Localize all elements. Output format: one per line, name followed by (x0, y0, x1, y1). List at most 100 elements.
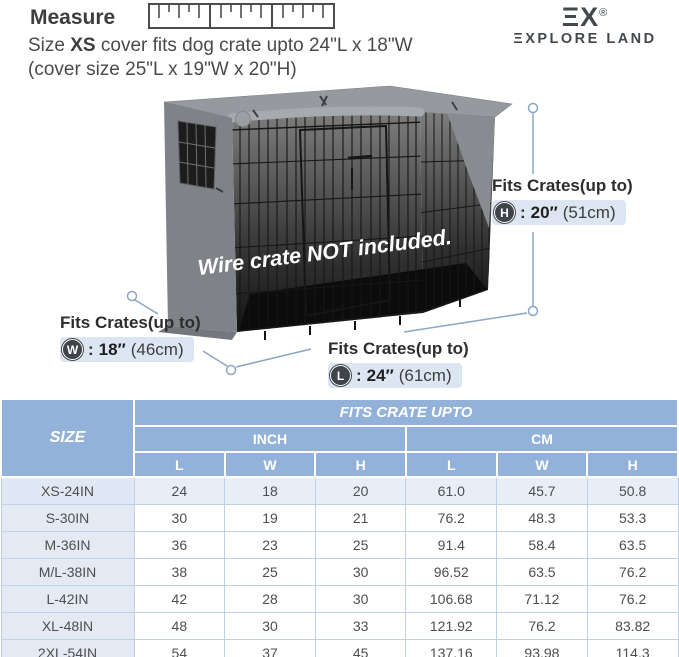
table-row: 2XL-54IN 54 37 45 137.16 93.98 114.3 (0, 639, 679, 657)
value-cell: 137.16 (405, 639, 498, 657)
value-cell: 30 (314, 585, 407, 613)
table-title: FITS CRATE UPTO (133, 398, 679, 427)
value-cell: 53.3 (586, 504, 679, 532)
value-cell: 54 (133, 639, 226, 657)
cover-drape (446, 110, 495, 228)
value-cell: 93.98 (496, 639, 588, 657)
size-description: Size XS cover fits dog crate upto 24"L x… (28, 34, 413, 82)
callout-length-label: Fits Crates(up to) (328, 339, 469, 358)
value-cell: 114.3 (586, 639, 679, 657)
value-cell: 30 (133, 504, 226, 532)
cover-rolled-edge (227, 106, 425, 123)
crate-floor-pan (239, 263, 487, 330)
value-cell: 21 (314, 504, 407, 532)
width-badge-icon: W (62, 339, 83, 360)
length-badge-icon: L (330, 365, 351, 386)
size-cell: M-36IN (0, 531, 135, 559)
table-row: S-30IN 30 19 21 76.2 48.3 53.3 (0, 504, 679, 532)
dim-header: W (495, 451, 589, 478)
crate-illustration (126, 85, 539, 376)
value-cell: 42 (133, 585, 226, 613)
dim-header: W (223, 451, 317, 478)
value-cell: 61.0 (405, 476, 498, 505)
value-cell: 76.2 (586, 585, 679, 613)
size-description-line2: (cover size 25"L x 19"W x 20"H) (28, 59, 297, 80)
callout-width-measure: W : 18″ (46cm) (60, 337, 194, 362)
value-cell: 76.2 (405, 504, 498, 532)
value-cell: 48.3 (496, 504, 588, 532)
dim-header: L (133, 451, 226, 478)
value-cell: 25 (224, 558, 316, 586)
value-cell: 30 (314, 558, 407, 586)
value-cell: 19 (224, 504, 316, 532)
size-cell: S-30IN (0, 504, 135, 532)
callout-height-label: Fits Crates(up to) (492, 176, 633, 195)
value-cell: 24 (133, 476, 226, 505)
size-cell: 2XL-54IN (0, 639, 135, 657)
wire-grid-front (232, 112, 423, 332)
table-row: L-42IN 42 28 30 106.68 71.12 76.2 (0, 585, 679, 613)
callout-width: Fits Crates(up to) W : 18″ (46cm) (60, 313, 201, 362)
callout-length-measure: L : 24″ (61cm) (328, 363, 462, 388)
dimension-leaders (126, 102, 539, 376)
measure-heading: Measure (30, 6, 116, 29)
value-cell: 71.12 (496, 585, 588, 613)
brand-mark: ΞX® (561, 2, 609, 32)
unit-header-inch: INCH (133, 425, 407, 453)
crate-feet (264, 298, 461, 340)
ruler-icon (148, 3, 335, 29)
size-cell: M/L-38IN (0, 558, 135, 586)
value-cell: 25 (314, 531, 407, 559)
height-badge-icon: H (494, 202, 515, 223)
value-cell: 96.52 (405, 558, 498, 586)
cover-ties (215, 95, 458, 193)
dim-header: L (404, 451, 498, 478)
unit-header-cm: CM (404, 425, 679, 453)
size-column-header: SIZE (0, 398, 135, 478)
value-cell: 83.82 (586, 612, 679, 640)
value-cell: 50.8 (586, 476, 679, 505)
value-cell: 91.4 (405, 531, 498, 559)
table-row: M-36IN 36 23 25 91.4 58.4 63.5 (0, 531, 679, 559)
value-cell: 20 (314, 476, 407, 505)
value-cell: 121.92 (405, 612, 498, 640)
value-cell: 58.4 (496, 531, 588, 559)
callout-width-label: Fits Crates(up to) (60, 313, 201, 332)
value-cell: 76.2 (586, 558, 679, 586)
value-cell: 36 (133, 531, 226, 559)
value-cell: 38 (133, 558, 226, 586)
size-cell: XS-24IN (0, 476, 135, 505)
cover-left-skirt (158, 326, 237, 340)
table-row: M/L-38IN 38 25 30 96.52 63.5 76.2 (0, 558, 679, 586)
value-cell: 45 (314, 639, 407, 657)
value-cell: 37 (224, 639, 316, 657)
size-cell: XL-48IN (0, 612, 135, 640)
value-cell: 18 (224, 476, 316, 505)
brand-name: ΞXPLORE LAND (513, 31, 657, 48)
table-row: XS-24IN 24 18 20 61.0 45.7 50.8 (0, 476, 679, 505)
cover-window (177, 120, 217, 190)
size-chart-table: SIZE FITS CRATE UPTO INCH CM L W H L W H… (0, 398, 679, 657)
crate-door (298, 124, 392, 318)
value-cell: 106.68 (405, 585, 498, 613)
value-cell: 30 (224, 612, 316, 640)
value-cell: 33 (314, 612, 407, 640)
size-cell: L-42IN (0, 585, 135, 613)
registered-icon: ® (599, 7, 609, 19)
dim-header: H (314, 451, 407, 478)
brand-logo: ΞX® ΞXPLORE LAND (503, 3, 667, 48)
size-description-line1: Size XS cover fits dog crate upto 24"L x… (28, 35, 413, 56)
value-cell: 45.7 (496, 476, 588, 505)
value-cell: 48 (133, 612, 226, 640)
callout-length: Fits Crates(up to) L : 24″ (61cm) (328, 339, 469, 388)
dim-header: H (586, 451, 679, 478)
value-cell: 23 (224, 531, 316, 559)
value-cell: 76.2 (496, 612, 588, 640)
callout-height: Fits Crates(up to) H : 20″ (51cm) (492, 176, 633, 225)
value-cell: 63.5 (586, 531, 679, 559)
callout-height-measure: H : 20″ (51cm) (492, 200, 626, 225)
table-row: XL-48IN 48 30 33 121.92 76.2 83.82 (0, 612, 679, 640)
value-cell: 63.5 (496, 558, 588, 586)
value-cell: 28 (224, 585, 316, 613)
